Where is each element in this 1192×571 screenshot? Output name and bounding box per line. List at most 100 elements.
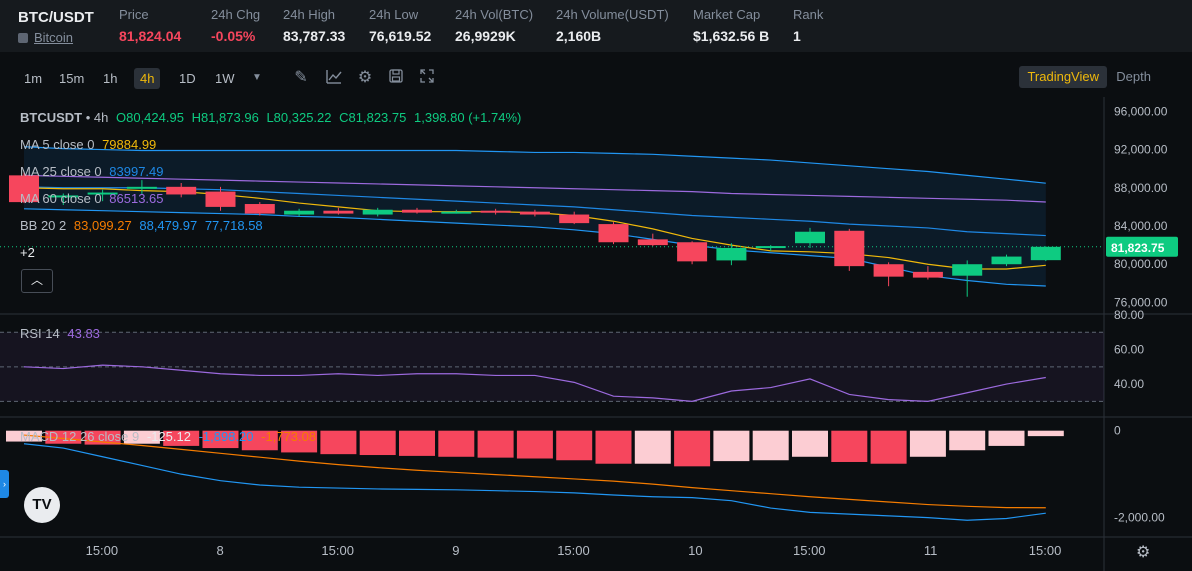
macd-hist-bar: [595, 430, 632, 464]
coin-info-icon: [18, 33, 28, 43]
ma25-value: 83997.49: [109, 164, 164, 179]
candle-body: [912, 271, 943, 278]
macd-hist-bar: [909, 430, 946, 457]
macd-line: [23, 443, 1046, 521]
rsi-tick-label: 40.00: [1114, 377, 1144, 391]
macd-hist-bar: [320, 430, 357, 455]
bb-mid-value: 83,099.27: [73, 218, 132, 233]
legend-open: O80,424.95: [116, 110, 184, 125]
ma60-line: [23, 174, 1046, 203]
candle-body: [519, 211, 550, 215]
macd-hist-bar: [752, 430, 789, 461]
bb-lower-line: [23, 208, 1046, 287]
rsi-legend[interactable]: RSI 14 43.83: [20, 326, 100, 341]
ohlc-legend: BTCUSDT • 4h O80,424.95 H81,873.96 L80,3…: [20, 110, 522, 125]
stat-price: Price 81,824.04: [119, 7, 181, 44]
coin-name-link[interactable]: Bitcoin: [18, 30, 94, 45]
macd-hist-bar: [163, 430, 200, 446]
macd-hist-bar: [359, 430, 396, 456]
timeframe-1m[interactable]: 1m: [24, 71, 43, 86]
rsi-value: 43.83: [67, 326, 100, 341]
stat-24h-low-label: 24h Low: [369, 7, 419, 22]
time-tick-label: 15:00: [86, 543, 119, 558]
candles-layer: [9, 171, 1061, 297]
timeframe-15m[interactable]: 15m: [59, 71, 85, 86]
price-tick-label: 88,000.00: [1114, 181, 1168, 195]
stat-rank-value: 1: [793, 28, 801, 44]
last-price-badge: [1106, 236, 1178, 257]
legend-high: H81,873.96: [191, 110, 259, 125]
symbol-title: BTC/USDT: [18, 9, 94, 26]
macd-legend[interactable]: MACD 12 26 close 9 -125.12 -1,898.20 -1,…: [20, 429, 316, 444]
more-indicators[interactable]: +2: [20, 245, 35, 260]
stat-24h-volume-usdt-value: 2,160B: [556, 28, 602, 44]
timeframe-1d[interactable]: 1D: [179, 71, 196, 86]
timeframe-1h[interactable]: 1h: [103, 71, 118, 86]
stat-24h-high: 24h High 83,787.33: [283, 7, 345, 44]
rsi-line: [23, 364, 1046, 402]
ma25-label: MA 25 close 0: [20, 164, 102, 179]
candle-body: [323, 210, 354, 214]
macd-hist-bar: [674, 430, 711, 467]
axis-settings-icon: ⚙: [1136, 544, 1150, 561]
macd-hist-bar: [634, 430, 671, 464]
candle-body: [362, 209, 393, 215]
stat-24h-volume-usdt: 24h Volume(USDT) 2,160B: [556, 7, 669, 44]
macd-hist-bar: [6, 430, 42, 442]
macd-hist-bar: [1027, 430, 1064, 437]
bb-upper-line: [23, 146, 1046, 184]
stat-24h-vol-btc-value: 26,9929K: [455, 28, 516, 44]
ma5-legend[interactable]: MA 5 close 0 79884.99: [20, 137, 156, 152]
left-panel-toggle-icon[interactable]: ›: [0, 470, 9, 498]
ma60-legend[interactable]: MA 60 close 0 86513.65: [20, 191, 164, 206]
depth-button[interactable]: Depth: [1116, 69, 1151, 84]
tradingview-logo: TV: [24, 487, 60, 523]
candle-body: [441, 211, 472, 214]
gear-icon[interactable]: ⚙: [357, 69, 373, 86]
timeframe-1w[interactable]: 1W: [215, 71, 235, 86]
candle-body: [205, 191, 236, 207]
macd-hist-bar: [870, 430, 907, 464]
candle-body: [795, 231, 825, 244]
stat-24h-vol-btc-label: 24h Vol(BTC): [455, 7, 534, 22]
rsi-tick-label: 60.00: [1114, 343, 1144, 357]
ma25-legend[interactable]: MA 25 close 0 83997.49: [20, 164, 164, 179]
price-axis: 96,000.00 92,000.00 88,000.00 84,000.00 80,0…: [1106, 104, 1178, 309]
candle-body: [716, 247, 747, 261]
time-tick-label: 8: [217, 543, 224, 558]
chevron-down-icon[interactable]: ▼: [252, 72, 262, 83]
legend-low: L80,325.22: [266, 110, 332, 125]
candle-body: [48, 195, 79, 198]
save-icon[interactable]: [386, 68, 406, 88]
macd-hist-bar: [556, 430, 593, 461]
candle-body: [480, 210, 511, 213]
candle-body: [598, 224, 629, 243]
macd-hist-bar: [281, 430, 318, 453]
macd-hist-bar: [792, 430, 828, 457]
timeframe-4h[interactable]: 4h: [134, 68, 161, 89]
pencil-icon[interactable]: ✎: [294, 69, 308, 86]
symbol-block[interactable]: BTC/USDT Bitcoin: [18, 9, 94, 45]
bb-legend[interactable]: BB 20 2 83,099.27 88,479.97 77,718.58: [20, 218, 263, 233]
ma60-value: 86513.65: [109, 191, 164, 206]
macd-label: MACD 12 26 close 9: [20, 429, 140, 444]
macd-signal-value: -1,773.08: [261, 429, 317, 444]
grid-lines: [0, 97, 1192, 571]
time-tick-label: 10: [688, 543, 702, 558]
chart-toolbar: 1m 15m 1h 4h 1D 1W ▼ ✎ ⚙: [0, 60, 1192, 96]
stat-24h-volume-usdt-label: 24h Volume(USDT): [556, 7, 669, 22]
line-chart-icon[interactable]: [324, 68, 344, 88]
macd-hist-bar: [949, 430, 986, 451]
tradingview-button[interactable]: TradingView: [1019, 66, 1107, 88]
candlestick-chart[interactable]: 80.00 60.00 40.00 0 -2,000.00 96,000.00 92,0…: [0, 97, 1192, 571]
fullscreen-icon[interactable]: [417, 68, 437, 88]
stat-24h-change-value: -0.05%: [211, 28, 256, 44]
time-tick-label: 15:00: [1029, 543, 1062, 558]
price-tick-label: 76,000.00: [1114, 295, 1168, 309]
ticker-stats-bar: BTC/USDT Bitcoin Price 81,824.04 24h Chg…: [0, 0, 1192, 52]
collapse-legend-button[interactable]: ︿: [21, 269, 53, 293]
stat-24h-change-label: 24h Chg: [211, 7, 261, 22]
price-tick-label: 92,000.00: [1114, 143, 1168, 157]
macd-signal-line: [23, 434, 1046, 509]
rsi-pane: 80.00 60.00 40.00: [0, 308, 1144, 402]
